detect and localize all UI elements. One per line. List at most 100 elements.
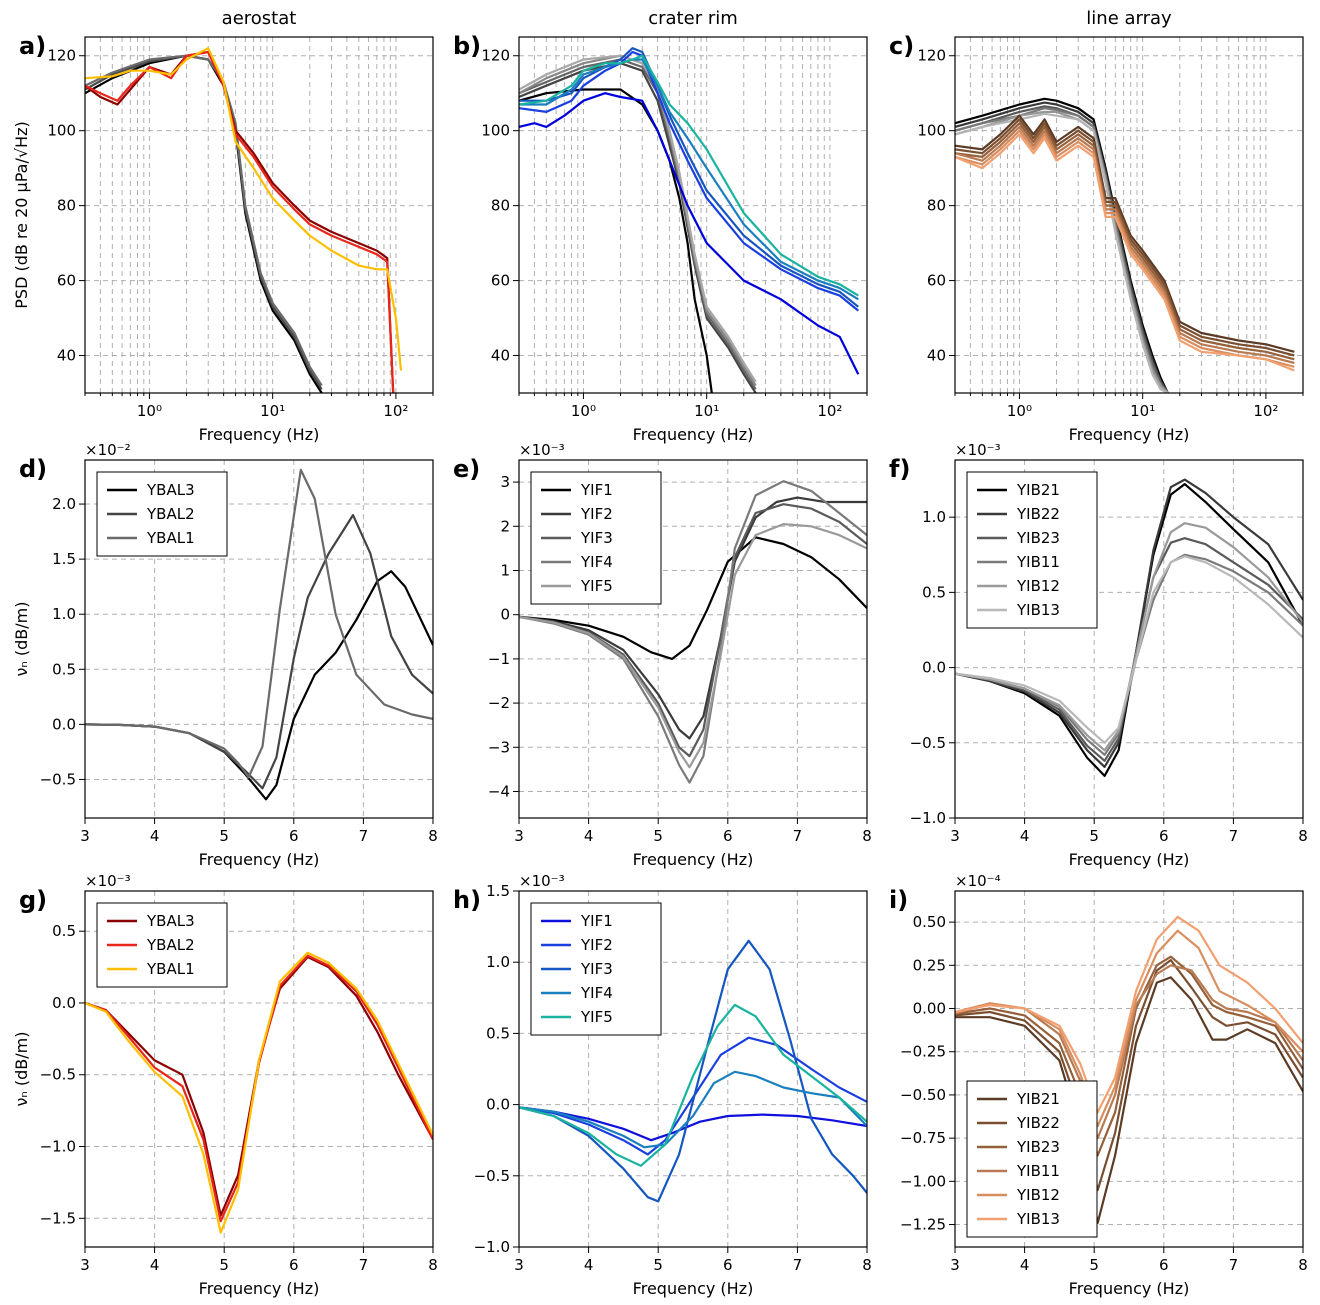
legend-entry-ybal2: YBAL2 — [146, 505, 195, 523]
series-group — [955, 915, 1303, 1224]
x-axis-label: Frequency (Hz) — [199, 425, 320, 444]
series-line-yib22 — [955, 959, 1303, 1192]
series-line-yib12 — [955, 522, 1303, 752]
series-line-10 — [519, 54, 859, 297]
x-tick-label: 10² — [383, 402, 408, 420]
legend-entry-yif2: YIF2 — [580, 936, 613, 954]
y-tick-label: 0.0 — [922, 659, 946, 677]
series-line-1 — [519, 88, 713, 393]
x-tick-label: 10¹ — [260, 402, 285, 420]
x-tick-label: 10¹ — [1130, 402, 1155, 420]
legend-entry-yif2: YIF2 — [580, 505, 613, 523]
series-line-6 — [955, 112, 1169, 393]
legend-entry-yif5: YIF5 — [580, 1008, 613, 1026]
x-tick-label: 4 — [1020, 1256, 1030, 1274]
series-group — [85, 951, 433, 1234]
x-axis-label: Frequency (Hz) — [633, 850, 754, 869]
panel-1: 10⁰ 10¹ 10² 40 60 80 100 120 Frequency (Hz) b) — [453, 32, 868, 444]
legend-entry-ybal3: YBAL3 — [146, 912, 195, 930]
series-line-yib13 — [955, 555, 1303, 744]
series-line-6 — [85, 47, 403, 371]
x-tick-label: 10⁰ — [137, 402, 162, 420]
y-tick-label: 40 — [491, 347, 510, 365]
y-tick-label: 120 — [917, 47, 946, 65]
y-tick-label: 120 — [47, 47, 76, 65]
legend-box — [966, 1080, 1098, 1238]
plot-frame — [518, 36, 868, 394]
x-tick-label: 3 — [514, 827, 524, 845]
y-tick-label: 0.0 — [52, 994, 76, 1012]
x-tick-label: 6 — [1159, 1256, 1169, 1274]
plot-frame — [518, 890, 868, 1248]
y-tick-label: −1.5 — [40, 1209, 76, 1227]
panel-label: c) — [889, 32, 914, 60]
legend-entry-yif3: YIF3 — [580, 529, 613, 547]
y-tick-label: 0.5 — [52, 922, 76, 940]
plot-frame — [84, 890, 434, 1248]
grid-lines — [84, 37, 434, 393]
y-tick-label: 40 — [57, 347, 76, 365]
x-tick-label: 4 — [1020, 827, 1030, 845]
y-tick-label: 40 — [927, 347, 946, 365]
legend-entry-yib22: YIB22 — [1016, 1114, 1060, 1132]
x-tick-label: 10⁰ — [571, 402, 596, 420]
legend-entry-yib22: YIB22 — [1016, 505, 1060, 523]
y-tick-label: 0 — [500, 606, 510, 624]
x-axis-label: Frequency (Hz) — [1069, 850, 1190, 869]
legend-entry-yib23: YIB23 — [1016, 529, 1060, 547]
series-line-6 — [519, 92, 860, 375]
series-line-yif2 — [519, 1036, 867, 1156]
series-line-ybal1 — [85, 951, 433, 1234]
plot-frame — [518, 459, 868, 819]
legend-entry-yib12: YIB12 — [1016, 1186, 1060, 1204]
series-group — [955, 97, 1295, 393]
panel-0: 10⁰ 10¹ 10² 40 60 80 100 120 Frequency (Hz) PSD (… — [12, 32, 434, 444]
x-tick-label: 10⁰ — [1007, 402, 1032, 420]
x-tick-label: 4 — [584, 1256, 594, 1274]
x-tick-label: 6 — [723, 827, 733, 845]
x-axis-label: Frequency (Hz) — [1069, 425, 1190, 444]
series-line-1 — [85, 54, 323, 393]
panel-label: b) — [453, 32, 481, 60]
plot-frame — [84, 36, 434, 394]
x-tick-label: 4 — [584, 827, 594, 845]
y-tick-label: −0.5 — [40, 1066, 76, 1084]
y-tick-label: 0.00 — [913, 1000, 946, 1018]
series-line-yib21 — [955, 976, 1303, 1224]
y-offset-exponent: ×10⁻² — [85, 441, 131, 459]
grid-lines — [84, 891, 434, 1247]
x-tick-label: 8 — [1298, 827, 1308, 845]
series-line-yib23 — [955, 955, 1303, 1157]
series-line-yib11 — [955, 964, 1303, 1140]
x-tick-label: 3 — [80, 827, 90, 845]
legend-entry-yib21: YIB21 — [1016, 1090, 1060, 1108]
legend-entry-yib23: YIB23 — [1016, 1138, 1060, 1156]
series-line-ybal3 — [85, 955, 433, 1217]
x-tick-label: 10² — [1253, 402, 1278, 420]
y-tick-label: −3 — [488, 738, 510, 756]
y-tick-label: 80 — [927, 197, 946, 215]
x-tick-label: 7 — [793, 1256, 803, 1274]
series-group — [955, 478, 1303, 777]
legend-box — [530, 471, 662, 605]
series-line-12 — [955, 133, 1295, 372]
y-tick-label: 60 — [927, 272, 946, 290]
series-line-10 — [955, 125, 1295, 365]
series-line-11 — [955, 129, 1295, 368]
legend: YIB21 YIB22 YIB23 YIB11 YIB12 YIB13 — [966, 471, 1098, 629]
legend-entry-yib12: YIB12 — [1016, 577, 1060, 595]
y-axis-label: νₙ (dB/m) — [12, 602, 31, 677]
y-tick-label: 80 — [57, 197, 76, 215]
y-tick-label: −4 — [488, 782, 510, 800]
x-tick-label: 10² — [817, 402, 842, 420]
x-tick-label: 7 — [793, 827, 803, 845]
y-offset-exponent: ×10⁻⁴ — [955, 872, 1001, 890]
y-tick-label: 0.25 — [913, 956, 946, 974]
column-title-aerostat: aerostat — [222, 8, 297, 29]
x-tick-label: 8 — [428, 827, 438, 845]
legend-entry-ybal1: YBAL1 — [146, 960, 195, 978]
x-tick-label: 5 — [1089, 1256, 1099, 1274]
panel-2: 10⁰ 10¹ 10² 40 60 80 100 120 Frequency (Hz) c) — [889, 32, 1304, 444]
y-tick-label: −0.5 — [910, 734, 946, 752]
panel-label: a) — [19, 32, 46, 60]
